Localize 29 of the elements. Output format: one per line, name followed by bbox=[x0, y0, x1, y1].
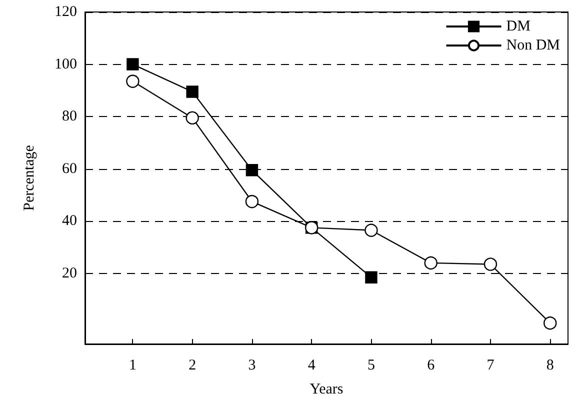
y-tick-label: 40 bbox=[62, 213, 77, 230]
legend-label: Non DM bbox=[506, 38, 560, 54]
y-tick-label: 60 bbox=[62, 160, 77, 177]
point bbox=[245, 194, 259, 208]
x-tick-label: 4 bbox=[308, 358, 316, 374]
point bbox=[365, 271, 378, 284]
y-tick-label: 80 bbox=[62, 108, 77, 125]
x-tick-label: 7 bbox=[486, 358, 495, 374]
y-tick-label: 20 bbox=[62, 265, 77, 282]
point bbox=[186, 86, 198, 98]
y-axis-title: Percentage bbox=[22, 144, 38, 211]
x-tick-label: 3 bbox=[248, 358, 256, 374]
point bbox=[424, 256, 438, 270]
point bbox=[186, 111, 199, 124]
point bbox=[126, 58, 139, 70]
x-tick-label: 8 bbox=[546, 358, 554, 374]
legend-label: DM bbox=[506, 18, 530, 34]
x-tick-label: 5 bbox=[367, 358, 375, 374]
point bbox=[484, 258, 498, 271]
x-tick-label: 6 bbox=[427, 358, 436, 374]
point bbox=[364, 224, 378, 237]
x-tick-label: 1 bbox=[128, 358, 136, 374]
y-tick-label: 120 bbox=[54, 4, 77, 20]
x-tick-label: 2 bbox=[188, 358, 196, 374]
point bbox=[246, 164, 258, 176]
y-tick-label: 100 bbox=[54, 56, 77, 72]
point bbox=[126, 74, 140, 88]
x-axis-title: Years bbox=[310, 382, 344, 398]
point bbox=[544, 316, 557, 330]
